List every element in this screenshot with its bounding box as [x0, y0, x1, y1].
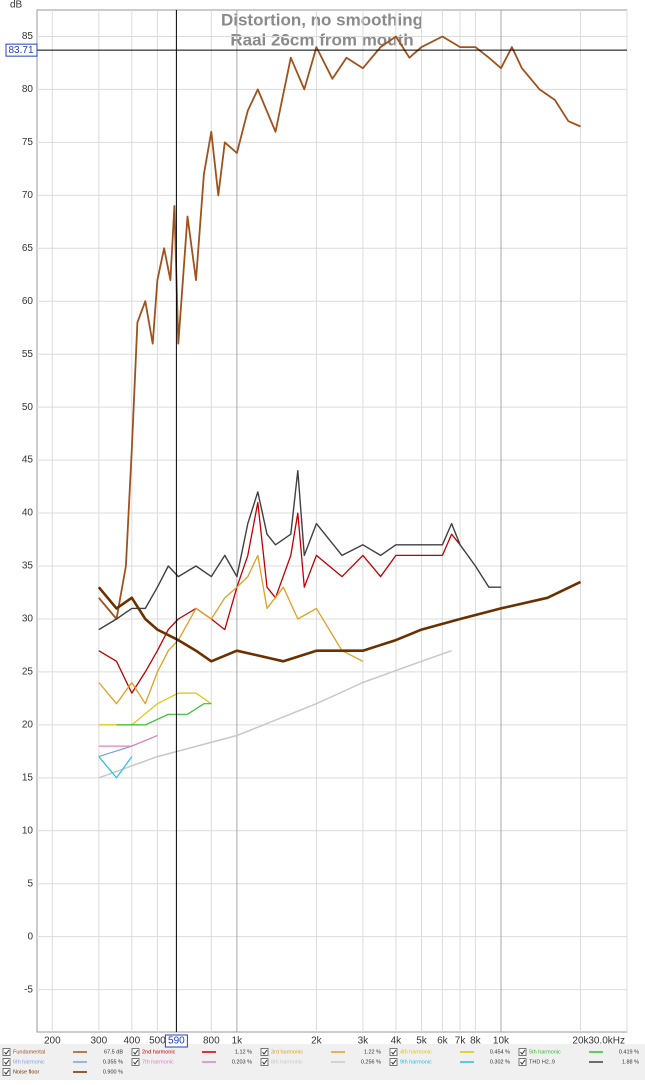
x-tick-label: 8k — [470, 1036, 482, 1047]
legend-check — [391, 1059, 397, 1065]
y-tick-label: 20 — [22, 720, 34, 731]
series-line — [98, 470, 501, 631]
y-tick-label: 50 — [22, 402, 34, 413]
legend-checkbox[interactable] — [131, 1058, 140, 1066]
y-tick-label: 5 — [27, 878, 33, 889]
x-tick-label: 4k — [391, 1036, 403, 1047]
legend-checkbox[interactable] — [260, 1058, 269, 1066]
legend-value: 0.256 % — [361, 1059, 381, 1065]
y-tick-label: 10 — [22, 825, 34, 836]
legend-value: 0.302 % — [490, 1059, 510, 1065]
x-tick-label: 30.0kHz — [588, 1036, 625, 1047]
y-tick-label: 75 — [22, 137, 34, 148]
legend-name: 4th harmonic — [400, 1049, 432, 1055]
x-tick-label: 5k — [416, 1036, 428, 1047]
legend-check — [262, 1059, 268, 1065]
legend-checkbox[interactable] — [260, 1048, 269, 1056]
series-line — [98, 756, 133, 779]
legend-name: 3rd harmonic — [271, 1049, 303, 1055]
y-tick-label: 55 — [22, 349, 34, 360]
y-tick-label: 15 — [22, 772, 34, 783]
y-tick-label: 65 — [22, 243, 34, 254]
x-tick-label: 2k — [311, 1036, 323, 1047]
y-tick-label: 40 — [22, 508, 34, 519]
legend-value: 0.900 % — [103, 1069, 123, 1075]
cursor-label-box — [5, 43, 38, 57]
y-tick-label: 60 — [22, 296, 34, 307]
legend-name: Fundamental — [13, 1049, 45, 1055]
legend-value: 1.88 % — [622, 1059, 639, 1065]
y-tick-label: 85 — [22, 31, 34, 42]
x-tick-label: 1k — [232, 1036, 244, 1047]
series-line — [98, 501, 461, 694]
legend-check — [133, 1049, 139, 1055]
legend-value: 1.22 % — [364, 1049, 381, 1055]
x-tick-label: 200 — [44, 1036, 61, 1047]
legend-check — [4, 1059, 10, 1065]
cursor-x-label: 590 — [168, 1036, 185, 1047]
x-tick-label: 300 — [90, 1036, 107, 1047]
series-line — [97, 580, 582, 663]
chart-title: Distortion, no smoothing — [221, 10, 423, 29]
legend-name: 2nd harmonic — [142, 1049, 176, 1055]
legend-name: THD H2..9 — [529, 1059, 555, 1065]
legend-checkbox[interactable] — [131, 1048, 140, 1056]
y-tick-label: 25 — [22, 667, 34, 678]
y-axis-label: dB — [10, 0, 23, 11]
legend-checkbox[interactable] — [2, 1048, 11, 1056]
legend-value: 67.5 dB — [104, 1049, 123, 1055]
legend-name: 5th harmonic — [529, 1049, 561, 1055]
legend-checkbox[interactable] — [389, 1058, 398, 1066]
legend-check — [520, 1049, 526, 1055]
legend-check — [133, 1059, 139, 1065]
legend-name: 8th harmonic — [271, 1059, 303, 1065]
legend-checkbox[interactable] — [389, 1048, 398, 1056]
y-tick-label: 0 — [27, 931, 33, 942]
series-line — [98, 734, 158, 747]
x-tick-label: 3k — [358, 1036, 370, 1047]
legend-checkbox[interactable] — [518, 1058, 527, 1066]
legend-check — [4, 1049, 10, 1055]
series-line — [98, 649, 452, 779]
x-tick-label: 7k — [455, 1036, 467, 1047]
series-line — [98, 554, 364, 705]
legend-checkbox[interactable] — [2, 1068, 11, 1076]
cursor-label-box — [164, 1034, 188, 1048]
legend-panel — [0, 1044, 645, 1080]
legend-name: Noise floor — [13, 1069, 39, 1075]
legend-checkbox[interactable] — [518, 1048, 527, 1056]
x-tick-label: 500 — [149, 1036, 166, 1047]
series-line — [116, 703, 212, 726]
legend-value: 0.355 % — [103, 1059, 123, 1065]
cursor-y-label: 83.71 — [8, 45, 33, 56]
legend-check — [520, 1059, 526, 1065]
legend-value: 0.419 % — [619, 1049, 639, 1055]
x-tick-label: 800 — [203, 1036, 220, 1047]
x-tick-label: 10k — [493, 1036, 510, 1047]
series-line — [98, 35, 581, 620]
legend-value: 1.12 % — [235, 1049, 252, 1055]
legend-name: 7th harmonic — [142, 1059, 174, 1065]
x-tick-label: 400 — [123, 1036, 140, 1047]
legend-check — [262, 1049, 268, 1055]
chart-subtitle: Raal 26cm from mouth — [230, 30, 413, 49]
legend-name: 9th harmonic — [400, 1059, 432, 1065]
x-tick-label: 6k — [437, 1036, 449, 1047]
legend-name: 6th harmonic — [13, 1059, 45, 1065]
y-tick-label: 70 — [22, 190, 34, 201]
y-tick-label: 80 — [22, 84, 34, 95]
y-tick-label: 35 — [22, 561, 34, 572]
legend-value: 0.454 % — [490, 1049, 510, 1055]
legend-checkbox[interactable] — [2, 1058, 11, 1066]
y-tick-label: -5 — [24, 984, 33, 995]
y-tick-label: 30 — [22, 614, 34, 625]
legend-value: 0.203 % — [232, 1059, 252, 1065]
y-tick-label: 45 — [22, 455, 34, 466]
legend-check — [4, 1069, 10, 1075]
legend-check — [391, 1049, 397, 1055]
x-tick-label: 20k — [572, 1036, 589, 1047]
